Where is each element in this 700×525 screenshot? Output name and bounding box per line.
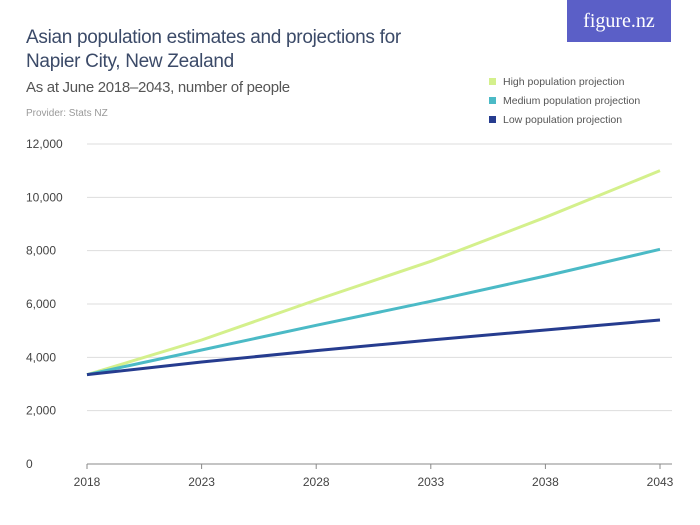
x-tick-label: 2033 xyxy=(417,475,444,489)
x-tick-label: 2028 xyxy=(303,475,330,489)
x-tick-label: 2038 xyxy=(532,475,559,489)
y-tick-label: 4,000 xyxy=(26,350,56,364)
figure-nz-logo[interactable]: figure.nz xyxy=(567,0,671,42)
legend-item-low: Low population projection xyxy=(489,110,640,129)
provider: Provider: Stats NZ xyxy=(26,108,108,119)
y-tick-label: 12,000 xyxy=(26,137,63,151)
series-line-2 xyxy=(86,318,661,377)
legend-swatch xyxy=(489,116,496,123)
chart-title: Asian population estimates and projectio… xyxy=(26,27,401,72)
y-tick-label: 2,000 xyxy=(26,404,56,418)
series-line-1 xyxy=(86,247,661,377)
legend-item-medium: Medium population projection xyxy=(489,91,640,110)
x-tick-label: 2018 xyxy=(74,475,101,489)
legend: High population projection Medium popula… xyxy=(489,72,640,129)
y-tick-label: 6,000 xyxy=(26,297,56,311)
y-tick-label: 8,000 xyxy=(26,244,56,258)
legend-swatch xyxy=(489,78,496,85)
y-tick-label: 0 xyxy=(26,457,33,471)
legend-item-high: High population projection xyxy=(489,72,640,91)
x-tick-label: 2023 xyxy=(188,475,215,489)
legend-swatch xyxy=(489,97,496,104)
y-tick-label: 10,000 xyxy=(26,190,63,204)
x-tick-label: 2043 xyxy=(647,475,674,489)
chart-subtitle: As at June 2018–2043, number of people xyxy=(26,79,290,96)
series-line-0 xyxy=(86,169,661,377)
